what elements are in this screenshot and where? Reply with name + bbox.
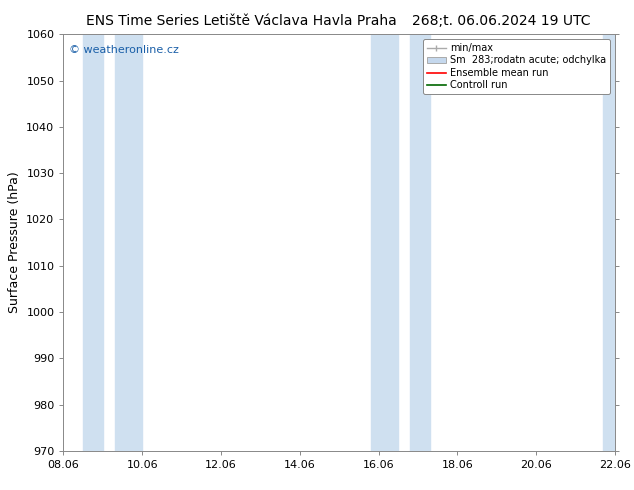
Text: ENS Time Series Letiště Václava Havla Praha: ENS Time Series Letiště Václava Havla Pr… [86, 14, 396, 28]
Text: 268;t. 06.06.2024 19 UTC: 268;t. 06.06.2024 19 UTC [411, 14, 590, 28]
Bar [410, 34, 430, 451]
Bar [603, 34, 615, 451]
Text: © weatheronline.cz: © weatheronline.cz [69, 45, 179, 55]
Bar [371, 34, 398, 451]
Bar [83, 34, 103, 451]
Legend: min/max, Sm  283;rodatn acute; odchylka, Ensemble mean run, Controll run: min/max, Sm 283;rodatn acute; odchylka, … [423, 39, 610, 94]
Bar [115, 34, 142, 451]
Y-axis label: Surface Pressure (hPa): Surface Pressure (hPa) [8, 172, 21, 314]
